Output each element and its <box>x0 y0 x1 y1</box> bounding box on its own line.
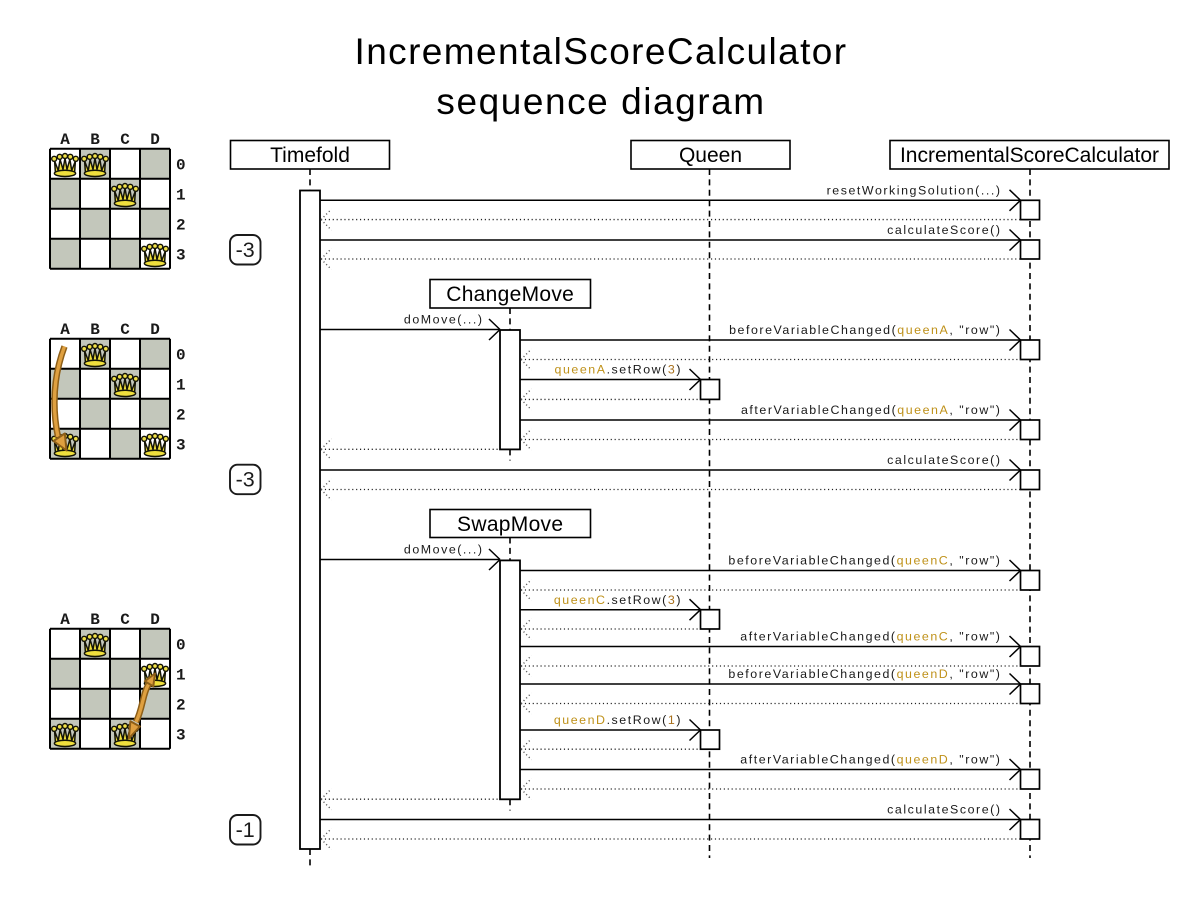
svg-text:afterVariableChanged(queenA, ": afterVariableChanged(queenA, "row") <box>741 403 1002 417</box>
svg-text:1: 1 <box>176 666 186 684</box>
svg-text:queenD.setRow(1): queenD.setRow(1) <box>554 713 682 727</box>
svg-text:B: B <box>90 611 100 629</box>
svg-text:B: B <box>90 321 100 339</box>
svg-text:0: 0 <box>176 346 186 364</box>
svg-text:-3: -3 <box>236 468 255 492</box>
svg-text:3: 3 <box>176 726 186 744</box>
svg-text:D: D <box>150 321 160 339</box>
svg-text:C: C <box>120 611 130 629</box>
svg-text:2: 2 <box>176 406 186 424</box>
svg-text:1: 1 <box>176 376 186 394</box>
svg-text:0: 0 <box>176 636 186 654</box>
svg-text:0: 0 <box>176 156 186 174</box>
svg-text:calculateScore(): calculateScore() <box>887 223 1001 237</box>
svg-text:afterVariableChanged(queenC, ": afterVariableChanged(queenC, "row") <box>740 630 1001 644</box>
svg-text:IncrementalScoreCalculator: IncrementalScoreCalculator <box>900 144 1159 167</box>
svg-text:beforeVariableChanged(queenC,: beforeVariableChanged(queenC, "row") <box>728 554 1001 568</box>
svg-text:Queen: Queen <box>679 144 742 167</box>
svg-text:IncrementalScoreCalculator: IncrementalScoreCalculator <box>355 31 848 72</box>
svg-text:2: 2 <box>176 696 186 714</box>
svg-text:beforeVariableChanged(queenA,: beforeVariableChanged(queenA, "row") <box>729 323 1001 337</box>
svg-text:C: C <box>120 131 130 149</box>
svg-text:calculateScore(): calculateScore() <box>887 803 1001 817</box>
svg-text:A: A <box>60 321 70 339</box>
svg-text:beforeVariableChanged(queenD,: beforeVariableChanged(queenD, "row") <box>728 667 1001 681</box>
svg-text:queenA.setRow(3): queenA.setRow(3) <box>555 363 682 377</box>
svg-text:Timefold: Timefold <box>270 144 350 167</box>
svg-text:resetWorkingSolution(...): resetWorkingSolution(...) <box>827 184 1002 198</box>
svg-text:doMove(...): doMove(...) <box>404 543 484 557</box>
svg-text:afterVariableChanged(queenD, ": afterVariableChanged(queenD, "row") <box>740 753 1001 767</box>
svg-text:C: C <box>120 321 130 339</box>
svg-text:-1: -1 <box>236 818 255 842</box>
svg-text:A: A <box>60 611 70 629</box>
svg-text:A: A <box>60 131 70 149</box>
svg-text:doMove(...): doMove(...) <box>404 313 484 327</box>
svg-text:D: D <box>150 611 160 629</box>
svg-text:sequence diagram: sequence diagram <box>436 81 765 122</box>
svg-text:1: 1 <box>176 186 186 204</box>
svg-text:-3: -3 <box>236 238 255 262</box>
svg-text:B: B <box>90 131 100 149</box>
svg-text:SwapMove: SwapMove <box>457 513 563 536</box>
svg-text:calculateScore(): calculateScore() <box>887 453 1001 467</box>
svg-text:ChangeMove: ChangeMove <box>446 283 574 306</box>
svg-text:3: 3 <box>176 436 186 454</box>
svg-text:2: 2 <box>176 216 186 234</box>
svg-text:3: 3 <box>176 246 186 264</box>
svg-text:queenC.setRow(3): queenC.setRow(3) <box>554 593 682 607</box>
svg-text:D: D <box>150 131 160 149</box>
